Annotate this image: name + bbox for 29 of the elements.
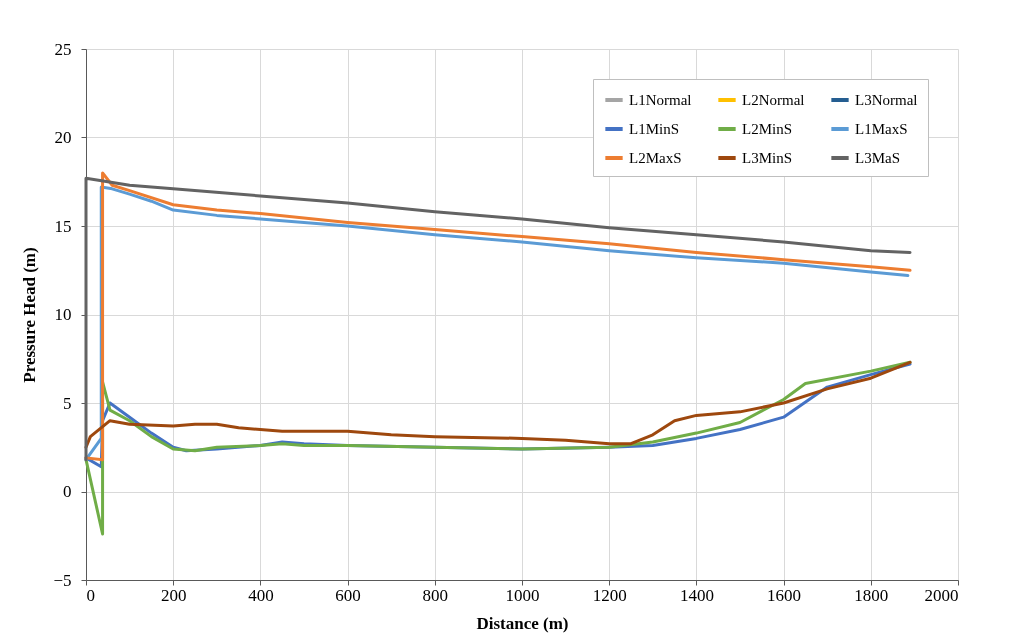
y-tick-label: −5	[53, 570, 72, 590]
x-tick-label: 1000	[505, 585, 540, 605]
y-tick-label: 25	[54, 39, 72, 59]
legend-label: L1Normal	[629, 92, 692, 108]
x-tick-label: 1800	[854, 585, 889, 605]
legend-label: L2MinS	[742, 121, 793, 137]
legend-label: L3MaS	[855, 150, 900, 166]
x-tick-label: 800	[422, 585, 449, 605]
y-axis-title: Pressure Head (m)	[20, 247, 40, 383]
y-tick-label: 15	[54, 216, 72, 236]
x-tick-label: 1400	[679, 585, 714, 605]
x-tick-label: 200	[160, 585, 187, 605]
legend-label: L1MaxS	[855, 121, 908, 137]
legend-label: L1MinS	[629, 121, 680, 137]
x-tick-label: 0	[86, 585, 95, 605]
x-tick-label: 2000	[924, 585, 959, 605]
x-tick-label: 400	[248, 585, 274, 605]
x-axis-title: Distance (m)	[476, 613, 569, 633]
x-tick-label: 600	[335, 585, 361, 605]
legend-label: L2Normal	[742, 92, 805, 108]
x-tick-label: 1200	[592, 585, 627, 605]
legend-label: L3MinS	[742, 150, 793, 166]
x-tick-label: 1600	[767, 585, 802, 605]
legend-label: L2MaxS	[629, 150, 682, 166]
y-tick-label: 0	[63, 482, 72, 501]
legend-label: L3Normal	[855, 92, 918, 108]
y-tick-label: 5	[63, 393, 72, 413]
y-tick-label: 10	[54, 305, 72, 324]
y-tick-label: 20	[54, 128, 72, 147]
